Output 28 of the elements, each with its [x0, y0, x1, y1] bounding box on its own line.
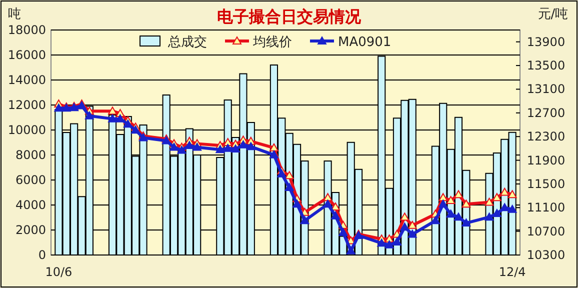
legend-label: 均线价	[252, 35, 292, 50]
y2-tick-label: 11500	[526, 176, 566, 191]
y-tick-label: 6000	[15, 173, 46, 187]
y-tick-label: 10000	[8, 123, 46, 137]
legend-label: MA0901	[338, 35, 392, 50]
x-tick-label: 12/4	[498, 265, 526, 279]
chart-title: 电子撮合日交易情况	[217, 7, 362, 26]
y-tick-label: 4000	[15, 198, 46, 212]
y-axis-title: 吨	[8, 7, 21, 22]
y2-tick-label: 11100	[526, 200, 566, 215]
y-tick-label: 18000	[8, 23, 46, 37]
y-tick-label: 14000	[8, 73, 46, 87]
y-tick-label: 2000	[15, 223, 46, 237]
y2-tick-label: 10700	[526, 224, 566, 238]
y2-tick-label: 13500	[526, 58, 566, 73]
x-tick-label: 10/6	[45, 265, 72, 279]
legend-label: 总成交	[167, 34, 207, 50]
y2-tick-label: 12300	[526, 130, 566, 144]
y-tick-label: 16000	[8, 48, 46, 62]
y-tick-label: 12000	[8, 98, 46, 112]
y2-tick-label: 12700	[526, 106, 566, 120]
y2-tick-label: 10300	[526, 248, 566, 262]
y-tick-label: 0	[38, 248, 46, 262]
y2-tick-label: 11900	[526, 153, 566, 168]
y2-tick-label: 13100	[526, 82, 566, 96]
y2-tick-label: 13900	[526, 34, 566, 49]
y-tick-label: 8000	[15, 148, 46, 162]
y2-axis-title: 元/吨	[538, 7, 568, 22]
